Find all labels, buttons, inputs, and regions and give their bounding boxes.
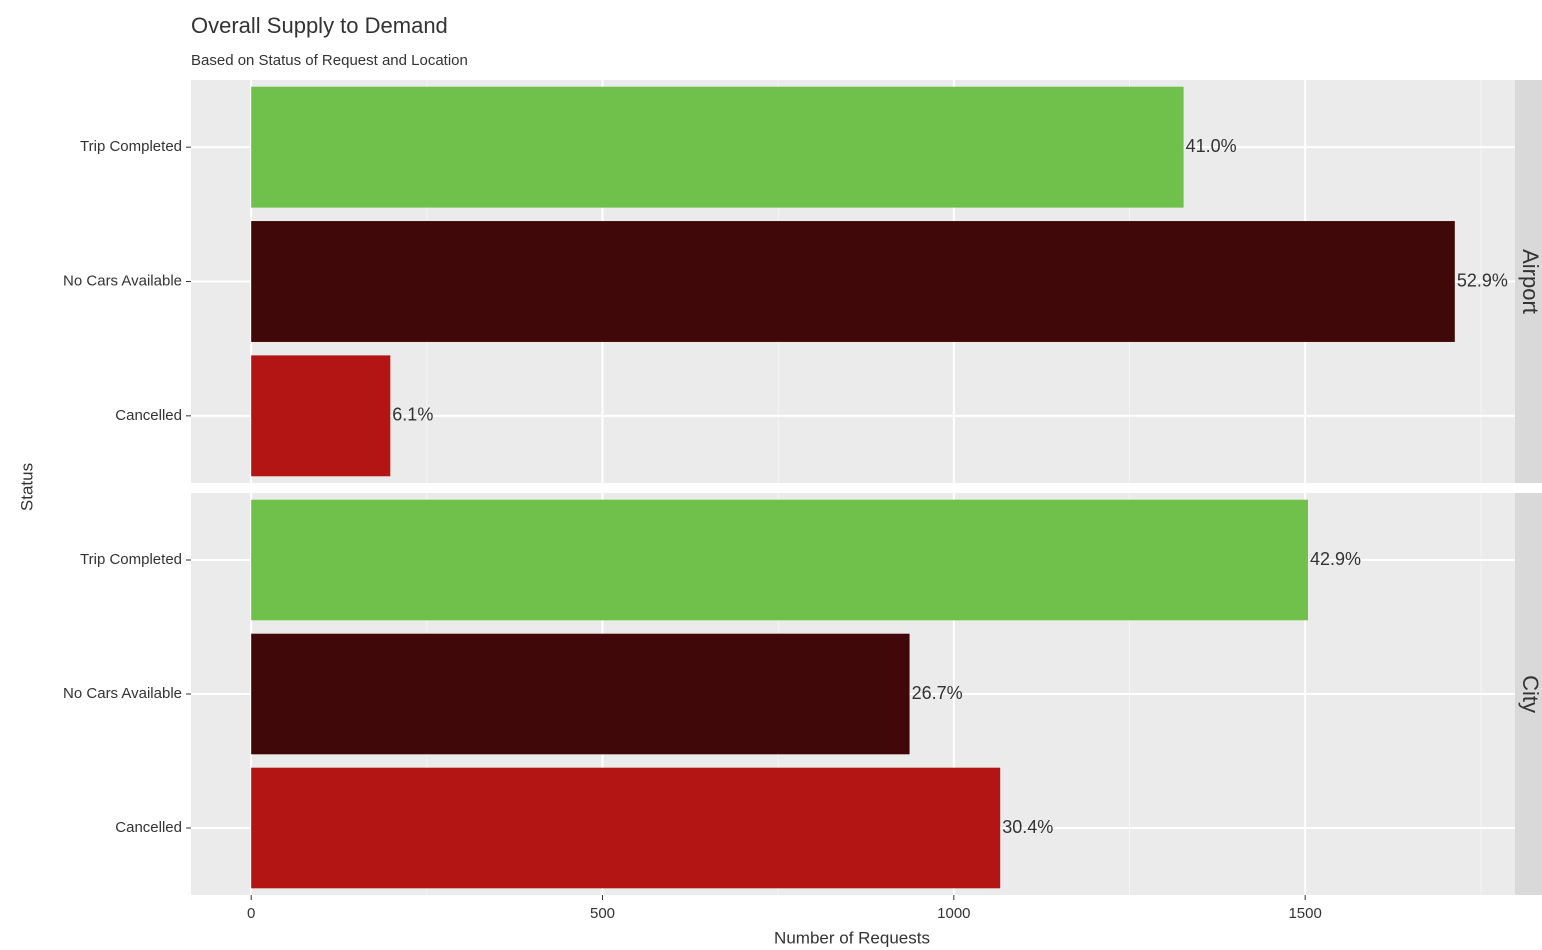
- x-axis-title: Number of Requests: [774, 928, 930, 947]
- y-tick-label: Trip Completed: [80, 551, 182, 568]
- data-label: 26.7%: [912, 683, 963, 703]
- data-label: 30.4%: [1002, 817, 1053, 837]
- y-tick-label: No Cars Available: [63, 272, 182, 289]
- bar: [251, 633, 910, 755]
- y-tick-label: No Cars Available: [63, 685, 182, 702]
- y-tick-label: Cancelled: [115, 407, 182, 424]
- bar: [251, 221, 1455, 342]
- chart-subtitle: Based on Status of Request and Location: [191, 52, 468, 69]
- bar: [251, 86, 1184, 208]
- bar: [251, 355, 391, 477]
- facet-strip: [1515, 493, 1542, 895]
- facet-label: Airport: [1518, 249, 1542, 314]
- bar: [251, 767, 1001, 889]
- facet-strip: [1515, 80, 1542, 483]
- data-label: 6.1%: [392, 405, 433, 425]
- data-label: 41.0%: [1186, 136, 1237, 156]
- bar: [251, 499, 1308, 621]
- y-tick-label: Cancelled: [115, 819, 182, 836]
- x-tick-label: 1500: [1288, 905, 1321, 922]
- y-tick-label: Trip Completed: [80, 138, 182, 155]
- y-axis-title: Status: [17, 463, 36, 511]
- facet-label: City: [1518, 675, 1542, 713]
- x-tick-label: 500: [590, 905, 615, 922]
- x-tick-label: 1000: [937, 905, 970, 922]
- data-label: 52.9%: [1457, 270, 1508, 290]
- chart-title: Overall Supply to Demand: [191, 13, 448, 38]
- data-label: 42.9%: [1310, 549, 1361, 569]
- x-tick-label: 0: [247, 905, 255, 922]
